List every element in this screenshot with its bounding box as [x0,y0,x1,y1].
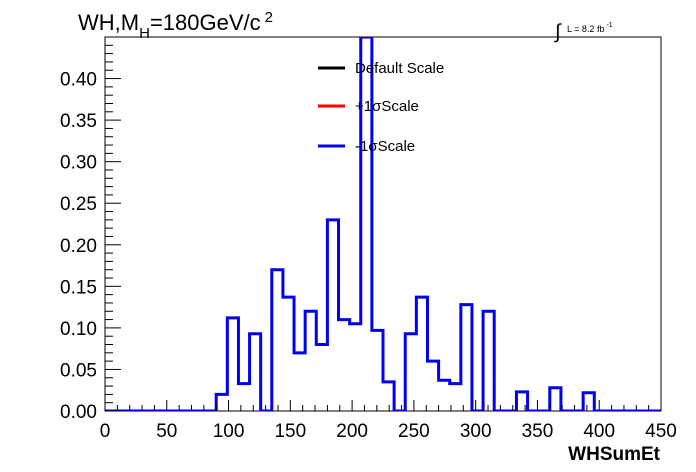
x-tick-label: 450 [645,421,677,442]
x-tick-label: 50 [156,421,177,442]
y-tick-label: 0.40 [60,70,97,91]
y-tick-label: 0.30 [60,153,97,174]
y-tick-label: 0.35 [60,111,97,132]
chart-title-subscript: H [139,25,150,42]
lumi-text: L = 8.2 fb [567,24,604,34]
lumi-integral-sign: ∫ [554,21,562,43]
x-tick-label: 200 [336,421,368,442]
plot-frame [104,36,662,412]
legend-label: +1σScale [355,98,419,115]
lumi-label: L = 8.2 fb -1 [567,22,613,34]
x-tick-label: 250 [398,421,430,442]
legend: Default Scale +1σScale -1σScale [318,60,444,155]
x-tick-label: 150 [274,421,306,442]
y-tick-label: 0.15 [60,277,97,298]
x-tick-label: 0 [100,421,111,442]
y-tick-label: 0.25 [60,194,97,215]
series-line-minus-1sigma [105,37,661,411]
legend-label: Default Scale [355,60,444,77]
chart-title-main: WH,M [78,10,139,35]
chart-title-superscript: 2 [265,9,273,26]
y-tick-label: 0.00 [60,402,97,423]
y-tick-label: 0.05 [60,360,97,381]
x-axis-label: WHSumEt [568,444,661,465]
x-tick-label: 100 [213,421,245,442]
y-axis: 0.00 0.05 0.10 0.15 0.20 0.25 0.30 0.35 0.40 [60,44,121,423]
legend-label: -1σScale [355,138,415,155]
x-tick-label: 300 [460,421,492,442]
x-axis: 0 50 100 150 200 250 300 350 400 450 [100,400,677,442]
lumi-superscript: -1 [606,22,612,29]
chart-title: WH,MH=180GeV/c 2 [78,9,273,42]
y-tick-label: 0.10 [60,319,97,340]
chart-title-rest: =180GeV/c [150,10,261,35]
y-tick-label: 0.20 [60,236,97,257]
x-tick-label: 350 [522,421,554,442]
x-tick-label: 400 [583,421,615,442]
